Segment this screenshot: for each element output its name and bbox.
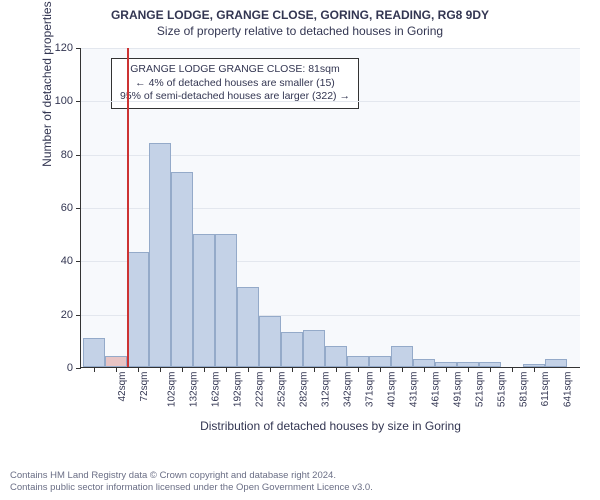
histogram-bar xyxy=(347,356,369,367)
histogram-bar xyxy=(281,332,303,367)
gridline-h xyxy=(81,48,580,49)
histogram-bar xyxy=(237,287,259,367)
x-tick-label: 192sqm xyxy=(233,372,244,408)
x-tick-label: 162sqm xyxy=(211,372,222,408)
histogram-bar xyxy=(149,143,171,367)
chart-container: Number of detached properties Distributi… xyxy=(50,48,580,418)
histogram-bar xyxy=(215,234,237,367)
reference-line xyxy=(127,48,129,367)
histogram-bar xyxy=(545,359,567,367)
x-tick xyxy=(512,367,513,372)
chart-title-main: GRANGE LODGE, GRANGE CLOSE, GORING, READ… xyxy=(0,0,600,22)
histogram-bar xyxy=(259,316,281,367)
histogram-bar xyxy=(193,234,215,367)
histogram-bar xyxy=(413,359,435,367)
x-tick-label: 581sqm xyxy=(519,372,530,408)
plot-area: Distribution of detached houses by size … xyxy=(80,48,580,368)
histogram-bar xyxy=(303,330,325,367)
x-tick-label: 461sqm xyxy=(431,372,442,408)
y-tick-label: 120 xyxy=(55,42,81,54)
histogram-bar xyxy=(83,338,105,367)
x-tick xyxy=(138,367,139,372)
x-tick-label: 222sqm xyxy=(255,372,266,408)
footer-line2: Contains public sector information licen… xyxy=(10,482,373,494)
x-tick xyxy=(380,367,381,372)
histogram-bar xyxy=(105,356,127,367)
x-tick-label: 431sqm xyxy=(409,372,420,408)
x-tick xyxy=(116,367,117,372)
x-tick xyxy=(490,367,491,372)
y-tick-label: 0 xyxy=(67,362,81,374)
x-tick xyxy=(534,367,535,372)
x-tick xyxy=(358,367,359,372)
x-tick xyxy=(336,367,337,372)
x-tick-label: 551sqm xyxy=(497,372,508,408)
x-tick-label: 282sqm xyxy=(299,372,310,408)
x-tick xyxy=(182,367,183,372)
x-tick-label: 102sqm xyxy=(167,372,178,408)
x-tick xyxy=(94,367,95,372)
x-tick xyxy=(270,367,271,372)
x-tick xyxy=(314,367,315,372)
x-tick-label: 342sqm xyxy=(343,372,354,408)
histogram-bar xyxy=(369,356,391,367)
y-tick-label: 80 xyxy=(61,149,81,161)
x-tick-label: 371sqm xyxy=(365,372,376,408)
y-tick-label: 40 xyxy=(61,255,81,267)
x-tick-label: 491sqm xyxy=(453,372,464,408)
footer-attribution: Contains HM Land Registry data © Crown c… xyxy=(10,470,373,494)
x-tick xyxy=(248,367,249,372)
annotation-line1: GRANGE LODGE GRANGE CLOSE: 81sqm xyxy=(120,63,350,77)
x-tick xyxy=(468,367,469,372)
x-tick-label: 312sqm xyxy=(321,372,332,408)
x-tick-label: 641sqm xyxy=(563,372,574,408)
x-tick xyxy=(402,367,403,372)
x-tick-label: 42sqm xyxy=(117,372,128,402)
x-tick xyxy=(226,367,227,372)
chart-title-sub: Size of property relative to detached ho… xyxy=(0,22,600,38)
x-tick-label: 252sqm xyxy=(277,372,288,408)
y-tick-label: 100 xyxy=(55,95,81,107)
x-tick xyxy=(160,367,161,372)
x-tick xyxy=(204,367,205,372)
y-axis-title: Number of detached properties xyxy=(40,1,54,166)
x-tick-label: 401sqm xyxy=(387,372,398,408)
x-axis-title: Distribution of detached houses by size … xyxy=(81,419,580,433)
histogram-bar xyxy=(127,252,149,367)
x-tick xyxy=(292,367,293,372)
x-tick-label: 132sqm xyxy=(189,372,200,408)
histogram-bar xyxy=(171,172,193,367)
x-tick xyxy=(424,367,425,372)
footer-line1: Contains HM Land Registry data © Crown c… xyxy=(10,470,373,482)
annotation-line2: ← 4% of detached houses are smaller (15) xyxy=(120,77,350,91)
x-tick-label: 611sqm xyxy=(540,372,551,407)
x-tick xyxy=(446,367,447,372)
x-tick-label: 72sqm xyxy=(139,372,150,402)
histogram-bar xyxy=(325,346,347,367)
histogram-bar xyxy=(391,346,413,367)
y-tick-label: 60 xyxy=(61,202,81,214)
x-tick-label: 521sqm xyxy=(475,372,486,408)
y-tick-label: 20 xyxy=(61,309,81,321)
gridline-h xyxy=(81,101,580,102)
